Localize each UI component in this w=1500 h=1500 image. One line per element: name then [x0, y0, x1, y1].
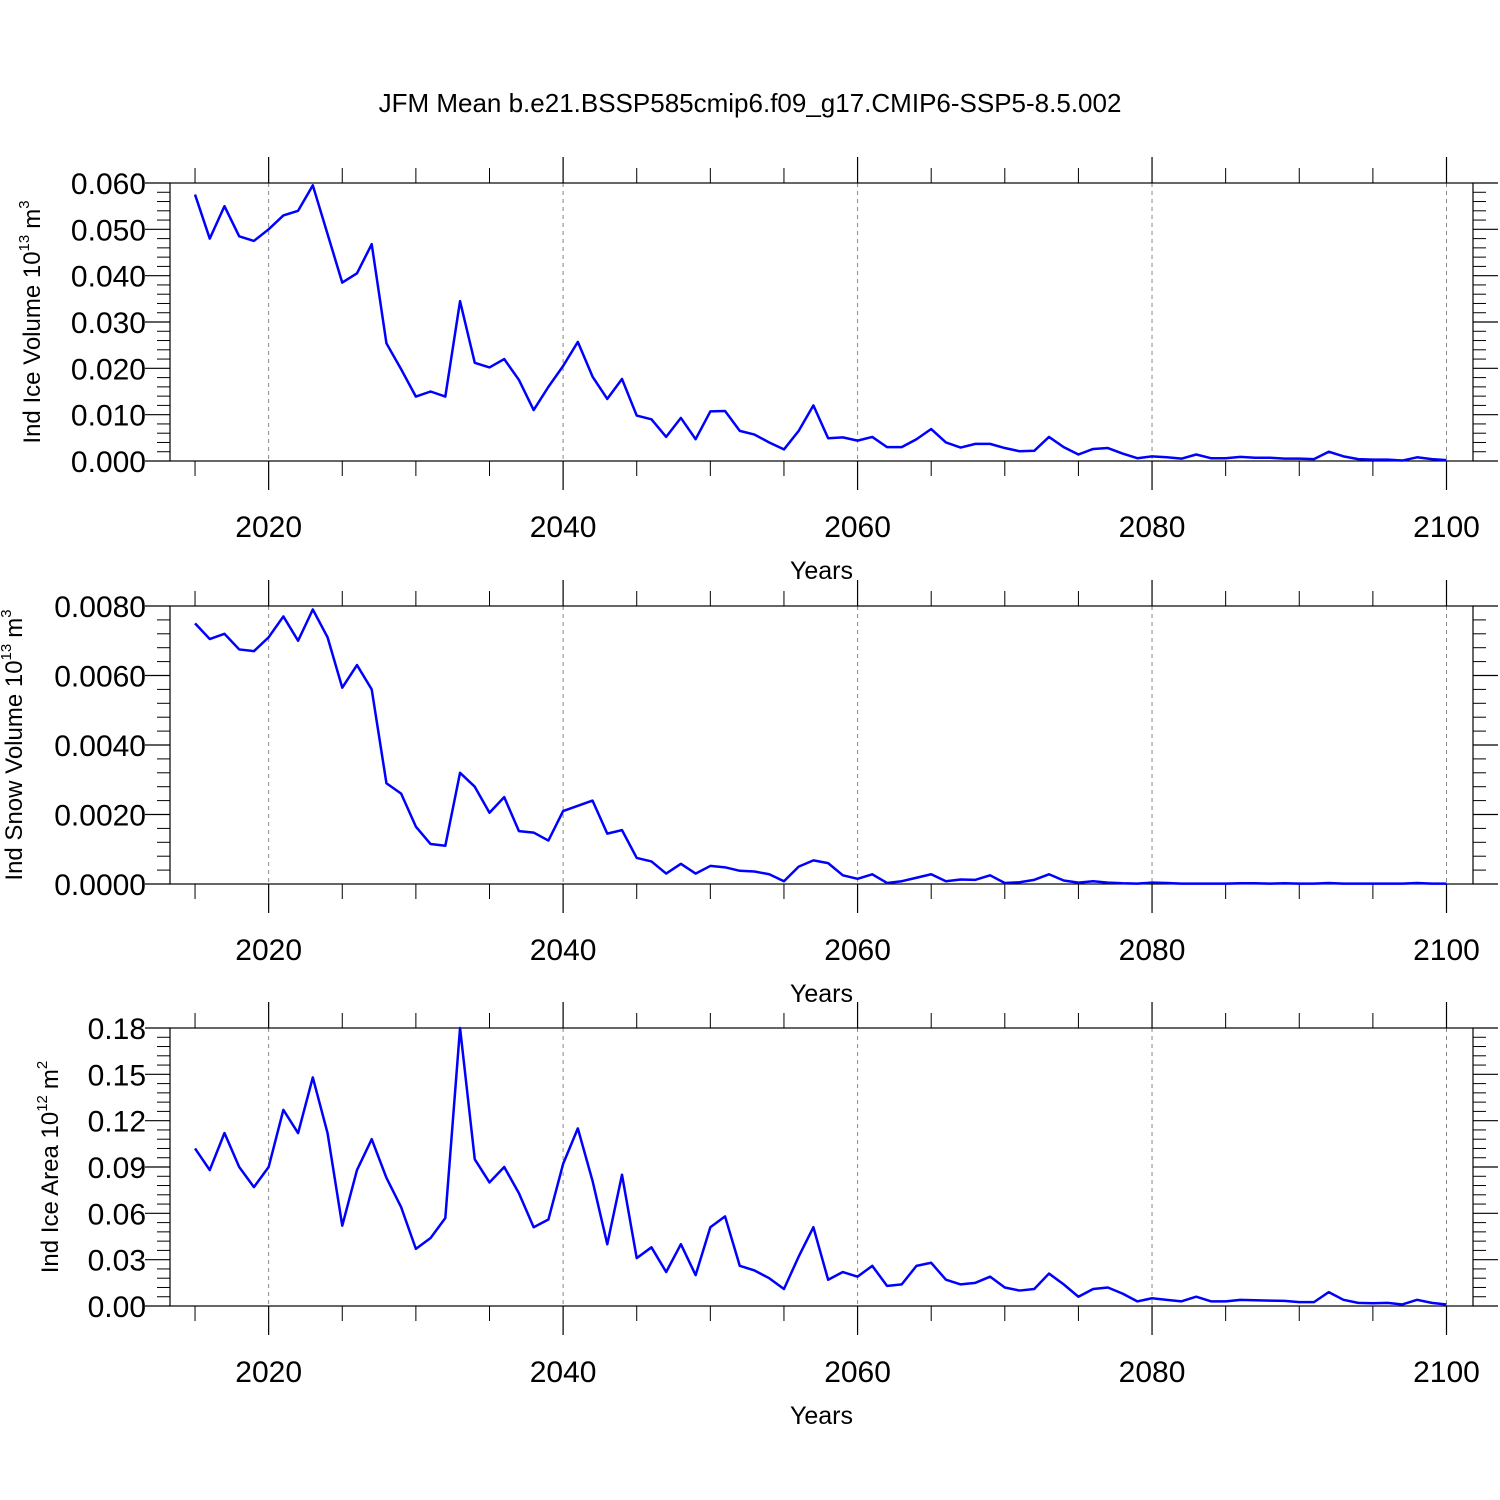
y-axis-label-superscript: 3: [16, 200, 33, 208]
y-tick-label: 0.0040: [54, 730, 146, 763]
x-tick-label: 2080: [1119, 1356, 1186, 1389]
y-axis-label-superscript: 13: [16, 235, 33, 252]
plot-frame: [169, 1027, 1474, 1307]
y-axis-label-part: Ind Ice Volume 10: [19, 251, 46, 443]
figure-title: JFM Mean b.e21.BSSP585cmip6.f09_g17.CMIP…: [379, 88, 1122, 118]
x-tick-label: 2100: [1413, 511, 1480, 544]
y-axis-label: Ind Snow Volume 1013 m3: [0, 609, 28, 880]
plot-frame: [169, 182, 1474, 462]
y-axis-label-superscript: 2: [34, 1061, 51, 1069]
y-tick-label: 0.020: [71, 353, 146, 386]
y-tick-label: 0.010: [71, 400, 146, 433]
y-tick-label: 0.15: [88, 1059, 146, 1092]
y-tick-label: 0.0020: [54, 800, 146, 833]
y-axis-label-part: Ind Snow Volume 10: [1, 660, 28, 880]
y-axis-label-part: m: [1, 618, 28, 638]
y-tick-label: 0.0000: [54, 869, 146, 902]
x-axis-label: Years: [790, 980, 853, 1008]
data-line: [193, 1026, 1447, 1306]
x-tick-label: 2080: [1119, 511, 1186, 544]
x-tick-label: 2060: [824, 511, 891, 544]
x-tick-label: 2020: [235, 934, 302, 967]
y-tick-label: 0.030: [71, 307, 146, 340]
y-axis-label-part: m: [19, 209, 46, 229]
y-axis-label-part: Ind Ice Area 10: [37, 1112, 64, 1273]
x-tick-label: 2020: [235, 1356, 302, 1389]
y-tick-label: 0.00: [88, 1291, 146, 1324]
y-axis-label-superscript: 13: [0, 644, 15, 661]
x-axis-label: Years: [790, 1402, 853, 1430]
y-tick-label: 0.050: [71, 214, 146, 247]
y-tick-label: 0.12: [88, 1106, 146, 1139]
y-tick-label: 0.0060: [54, 661, 146, 694]
x-tick-label: 2060: [824, 934, 891, 967]
y-tick-label: 0.0080: [54, 591, 146, 624]
y-tick-label: 0.06: [88, 1198, 146, 1231]
y-tick-label: 0.03: [88, 1245, 146, 1278]
data-line: [193, 184, 1447, 462]
y-axis-label-superscript: 3: [0, 609, 15, 617]
data-line: [194, 608, 1447, 885]
x-tick-label: 2040: [530, 1356, 597, 1389]
y-axis-label: Ind Ice Area 1012 m2: [34, 1061, 64, 1273]
y-tick-label: 0.000: [71, 446, 146, 479]
y-axis-label-superscript: 12: [34, 1095, 51, 1112]
y-tick-label: 0.18: [88, 1013, 146, 1046]
x-tick-label: 2100: [1413, 934, 1480, 967]
x-tick-label: 2060: [824, 1356, 891, 1389]
plot-frame: [169, 605, 1474, 885]
y-axis-label-part: m: [37, 1069, 64, 1089]
x-tick-label: 2020: [235, 511, 302, 544]
y-axis-label: Ind Ice Volume 1013 m3: [16, 200, 46, 443]
y-tick-label: 0.040: [71, 261, 146, 294]
x-tick-label: 2040: [530, 511, 597, 544]
x-tick-label: 2100: [1413, 1356, 1480, 1389]
x-tick-label: 2040: [530, 934, 597, 967]
x-tick-label: 2080: [1119, 934, 1186, 967]
y-tick-label: 0.060: [71, 168, 146, 201]
y-tick-label: 0.09: [88, 1152, 146, 1185]
x-axis-label: Years: [790, 557, 853, 585]
